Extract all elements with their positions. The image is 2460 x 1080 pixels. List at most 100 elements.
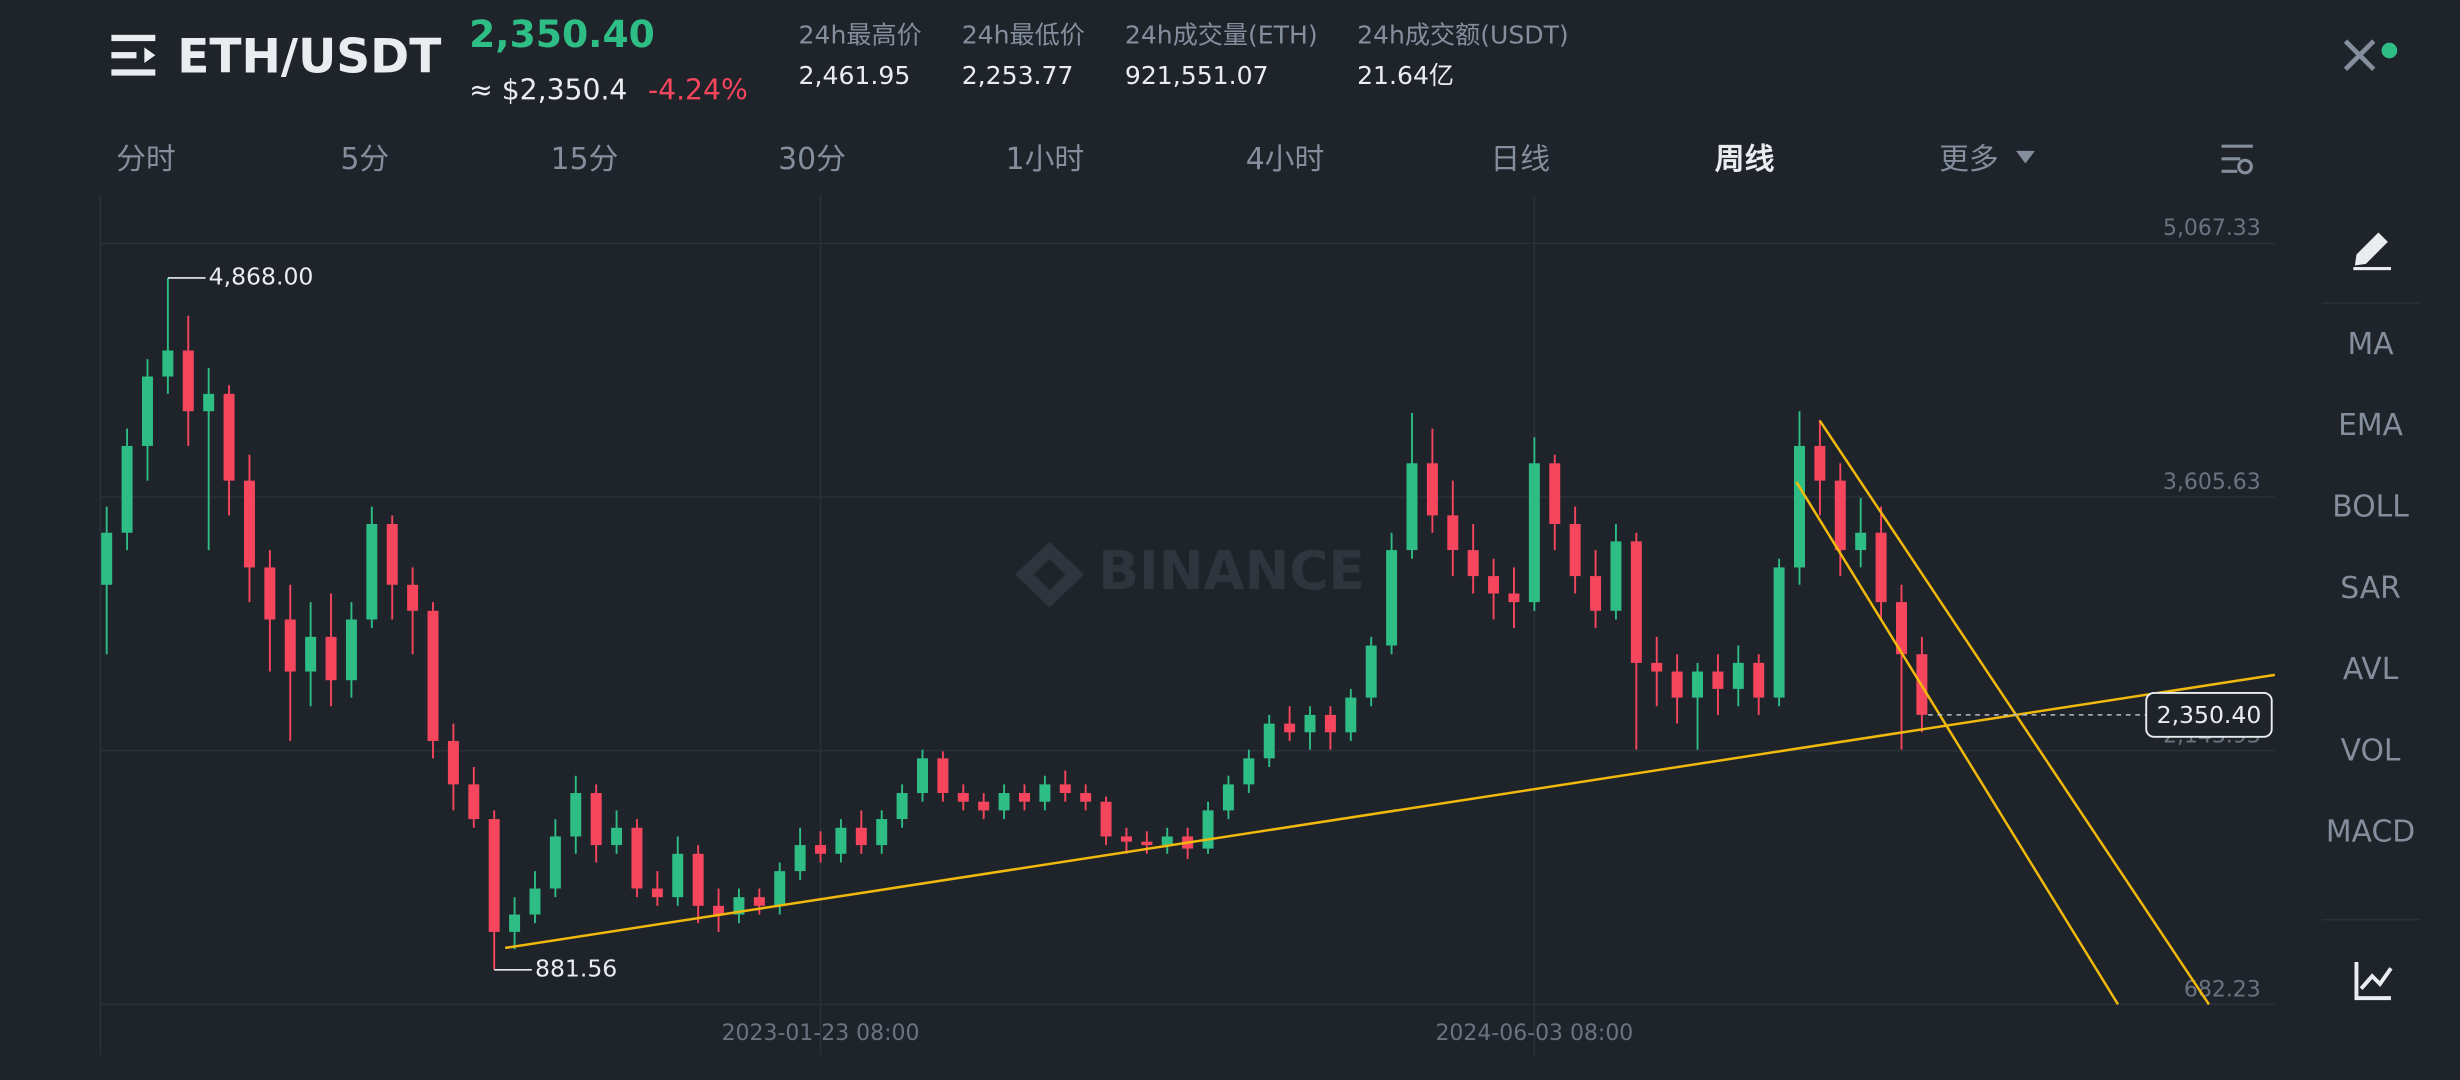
- candle-body: [631, 827, 643, 889]
- plot: BINANCE 682.232,143.933,605.635,067.3320…: [99, 194, 2275, 1055]
- candle-body: [549, 836, 561, 889]
- candle-body: [1018, 793, 1030, 802]
- candle-body: [1263, 723, 1275, 759]
- candle-body: [1406, 463, 1418, 551]
- candle-body: [937, 758, 949, 794]
- candle-body: [141, 376, 153, 446]
- candle-body: [1243, 758, 1255, 785]
- candle-body: [468, 784, 480, 820]
- candle-body: [672, 853, 684, 898]
- stat-value: 921,551.07: [1125, 61, 1269, 90]
- candle-body: [121, 445, 133, 533]
- candle-body: [1590, 576, 1602, 611]
- indicator[interactable]: SAR: [2340, 571, 2401, 606]
- pair[interactable]: ETH/USDT: [177, 29, 441, 84]
- indicator[interactable]: MA: [2348, 327, 2395, 362]
- candle-body: [733, 897, 745, 915]
- candle-body: [203, 393, 215, 412]
- tab[interactable]: 分时: [116, 142, 176, 177]
- candle-body: [1692, 671, 1704, 698]
- candle-body: [876, 819, 888, 846]
- chart-type-icon[interactable]: [2354, 962, 2393, 1001]
- candle-body: [345, 619, 357, 681]
- y-tick-label: 682.23: [2184, 977, 2261, 1002]
- candle-body: [855, 827, 867, 846]
- candle-body: [1059, 784, 1071, 794]
- stat-value: 2,253.77: [962, 61, 1074, 90]
- pencil-icon[interactable]: [2353, 232, 2391, 271]
- candle-body: [305, 636, 317, 672]
- candle-body: [447, 740, 459, 785]
- candle-body: [978, 801, 990, 811]
- candle-body: [1794, 445, 1805, 568]
- last-price-box: [2145, 691, 2273, 738]
- tab[interactable]: 周线: [1715, 142, 1775, 177]
- candle-body: [774, 871, 786, 906]
- usd-price: ≈ $2,350.4: [469, 73, 627, 106]
- price: 2,350.40: [469, 12, 655, 56]
- annotations: 4,868.00 881.56 2,350.40: [167, 262, 2273, 982]
- tab[interactable]: 5分: [340, 142, 389, 177]
- indicator[interactable]: AVL: [2343, 652, 2399, 687]
- y-tick-label: 5,067.33: [2163, 216, 2261, 241]
- stat-value: 2,461.95: [799, 61, 911, 90]
- stat-label: 24h最低价: [962, 20, 1085, 49]
- more-tab[interactable]: 更多: [1939, 142, 1999, 177]
- candle-body: [1834, 480, 1846, 551]
- tab[interactable]: 15分: [551, 142, 619, 177]
- candle-body: [1753, 662, 1765, 698]
- candle-body: [1712, 671, 1724, 689]
- candle-body: [998, 793, 1010, 811]
- candle-body: [1508, 593, 1520, 603]
- tab[interactable]: 1小时: [1006, 142, 1085, 177]
- candle-body: [509, 914, 521, 932]
- menu-icon[interactable]: [111, 34, 156, 76]
- candles: [101, 277, 1928, 970]
- candle-body: [243, 480, 255, 568]
- candle-body: [1569, 524, 1581, 577]
- indicator[interactable]: BOLL: [2332, 489, 2409, 524]
- indicator[interactable]: MACD: [2326, 815, 2415, 850]
- indicator[interactable]: VOL: [2341, 733, 2401, 768]
- indicator[interactable]: EMA: [2338, 408, 2404, 443]
- high-label: 4,868.00: [209, 262, 314, 290]
- candle-body: [1284, 723, 1296, 733]
- close-button[interactable]: [2343, 39, 2398, 72]
- candle-body: [101, 532, 113, 585]
- stat-label: 24h成交额(USDT): [1357, 20, 1569, 49]
- candle-body: [815, 845, 827, 854]
- candle-body: [1773, 567, 1785, 698]
- tab[interactable]: 30分: [778, 142, 846, 177]
- candle-body: [611, 827, 623, 846]
- candle-body: [366, 524, 378, 620]
- candle-body: [651, 888, 663, 898]
- candle-body: [1141, 841, 1153, 846]
- x-tick-label: 2024-06-03 08:00: [1435, 1021, 1633, 1046]
- settings-icon[interactable]: [2221, 144, 2253, 175]
- candle-body: [1426, 463, 1438, 516]
- last-price-label: 2,350.40: [2157, 701, 2262, 729]
- tab[interactable]: 日线: [1490, 142, 1550, 177]
- candle-body: [917, 758, 928, 794]
- candle-body: [1467, 550, 1479, 577]
- candle-body: [1610, 541, 1622, 611]
- candle-body: [1875, 532, 1887, 603]
- candle-body: [1324, 714, 1336, 733]
- tab[interactable]: 4小时: [1246, 142, 1325, 177]
- candle-body: [488, 819, 500, 932]
- candle-body: [1447, 515, 1459, 551]
- candle-body: [407, 584, 419, 611]
- candle-body: [162, 350, 174, 377]
- candle-body: [427, 610, 439, 741]
- candle-body: [325, 636, 337, 681]
- low-label: 881.56: [535, 954, 617, 982]
- tabs: 分时 5分 15分 30分 1小时 4小时 日线 周线 更多: [116, 142, 2035, 177]
- candle-body: [223, 393, 235, 481]
- candle-body: [1161, 836, 1173, 846]
- candle-body: [1528, 463, 1540, 603]
- candle-body: [1488, 576, 1500, 594]
- candle-body: [692, 853, 704, 906]
- candle-body: [1732, 662, 1744, 689]
- candle-body: [529, 888, 541, 915]
